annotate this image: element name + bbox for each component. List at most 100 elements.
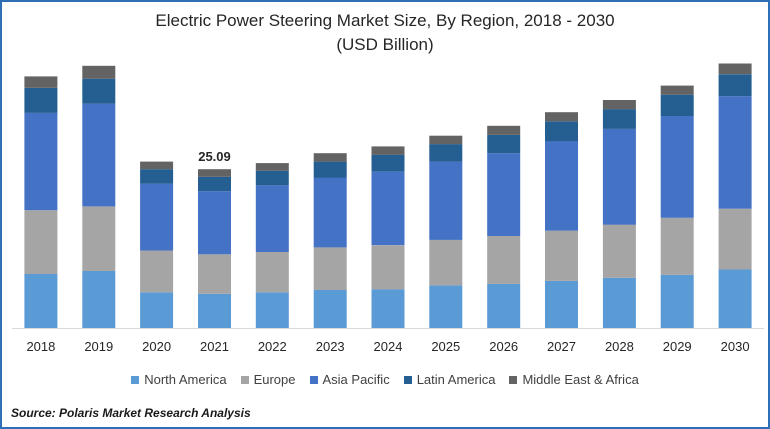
bar-segment-2025-asia-pacific: [429, 161, 463, 240]
bar-segment-2020-north-america: [140, 292, 174, 328]
bar-segment-2028-north-america: [602, 277, 636, 328]
bar-segment-2025-middle-east-africa: [429, 135, 463, 145]
legend-item-latin-america: Latin America: [403, 372, 496, 387]
bar-segment-2019-north-america: [82, 271, 116, 328]
chart-title: Electric Power Steering Market Size, By …: [155, 11, 615, 30]
bar-segment-2030-latin-america: [718, 74, 752, 97]
legend-label-europe: Europe: [253, 372, 296, 387]
bar-segment-2018-middle-east-africa: [24, 76, 58, 88]
bar-segment-2019-europe: [82, 206, 116, 271]
bar-segment-2027-latin-america: [545, 121, 578, 142]
x-tick-label-2018: 2018: [26, 339, 55, 354]
bar-segment-2020-middle-east-africa: [140, 161, 174, 170]
bar-segment-2026-europe: [487, 236, 521, 284]
bar-segment-2024-middle-east-africa: [371, 146, 405, 155]
bar-segment-2024-latin-america: [371, 154, 405, 172]
chart-legend: North America Europe Asia Pacific Latin Ame…: [2, 372, 768, 387]
bar-segment-2029-north-america: [660, 274, 694, 328]
bar-segment-2022-europe: [255, 252, 289, 293]
bar-segment-2024-europe: [371, 245, 405, 290]
legend-label-asia-pacific: Asia Pacific: [322, 372, 390, 387]
bar-segment-2027-europe: [545, 230, 578, 281]
bar-segment-2019-middle-east-africa: [82, 65, 116, 79]
bar-segment-2027-north-america: [545, 280, 578, 328]
bar-segment-2027-asia-pacific: [545, 141, 578, 231]
bar-segment-2021-latin-america: [198, 176, 231, 192]
source-note: Source: Polaris Market Research Analysis: [11, 406, 251, 420]
bar-segment-2020-asia-pacific: [140, 183, 174, 251]
legend-item-asia-pacific: Asia Pacific: [309, 372, 390, 387]
bar-segment-2028-middle-east-africa: [602, 100, 636, 110]
bar-segment-2022-middle-east-africa: [255, 163, 289, 171]
bar-segment-2030-north-america: [718, 269, 752, 328]
bar-segment-2030-europe: [718, 208, 752, 270]
chart-subtitle: (USD Billion): [336, 35, 434, 54]
bar-segment-2025-north-america: [429, 285, 463, 328]
bar-segment-2022-north-america: [255, 292, 289, 328]
bar-segment-2018-latin-america: [24, 87, 58, 113]
legend-label-middle-east-africa: Middle East & Africa: [522, 372, 639, 387]
bar-segment-2023-latin-america: [313, 161, 347, 178]
x-tick-label-2026: 2026: [489, 339, 518, 354]
x-tick-label-2022: 2022: [258, 339, 287, 354]
bar-segment-2020-latin-america: [140, 169, 174, 184]
bar-segment-2022-asia-pacific: [255, 185, 289, 252]
x-tick-label-2023: 2023: [316, 339, 345, 354]
bar-segment-2024-asia-pacific: [371, 171, 405, 246]
x-tick-label-2030: 2030: [721, 339, 750, 354]
x-tick-label-2028: 2028: [605, 339, 634, 354]
bar-segment-2029-europe: [660, 217, 694, 275]
bar-segment-2020-europe: [140, 250, 174, 293]
bar-segment-2025-latin-america: [429, 144, 463, 162]
bar-segment-2023-asia-pacific: [313, 177, 347, 248]
legend-label-latin-america: Latin America: [416, 372, 496, 387]
bar-segment-2023-north-america: [313, 290, 347, 328]
bar-segment-2018-asia-pacific: [24, 112, 58, 211]
bar-segment-2019-asia-pacific: [82, 103, 116, 207]
bar-segment-2021-europe: [198, 254, 231, 294]
bar-segment-2030-asia-pacific: [718, 96, 752, 209]
bar-segment-2018-north-america: [24, 274, 58, 328]
bar-segment-2026-asia-pacific: [487, 153, 521, 236]
bar-segment-2024-north-america: [371, 289, 405, 328]
legend-label-north-america: North America: [144, 372, 227, 387]
bar-segment-2029-asia-pacific: [660, 116, 694, 218]
legend-swatch-north-america: [131, 375, 140, 384]
bar-segment-2021-middle-east-africa: [198, 169, 231, 177]
bar-segment-2019-latin-america: [82, 78, 116, 104]
x-tick-label-2027: 2027: [547, 339, 576, 354]
bar-segment-2029-middle-east-africa: [660, 85, 694, 95]
bar-segment-2026-latin-america: [487, 135, 521, 154]
bar-segment-2026-north-america: [487, 283, 521, 328]
bar-segment-2021-asia-pacific: [198, 191, 231, 255]
x-tick-label-2021: 2021: [200, 339, 229, 354]
bar-segment-2025-europe: [429, 239, 463, 286]
data-label-2021: 25.09: [198, 149, 231, 164]
bar-segment-2026-middle-east-africa: [487, 125, 521, 135]
x-tick-label-2029: 2029: [663, 339, 692, 354]
legend-swatch-europe: [240, 375, 249, 384]
legend-swatch-asia-pacific: [309, 375, 318, 384]
bar-segment-2029-latin-america: [660, 94, 694, 116]
x-tick-label-2024: 2024: [374, 339, 403, 354]
x-tick-label-2019: 2019: [84, 339, 113, 354]
bar-segment-2028-asia-pacific: [602, 128, 636, 225]
bar-segment-2028-latin-america: [602, 109, 636, 129]
legend-swatch-latin-america: [403, 375, 412, 384]
bar-segment-2021-north-america: [198, 293, 231, 328]
bar-segment-2018-europe: [24, 210, 58, 274]
bar-segment-2028-europe: [602, 224, 636, 278]
bar-segment-2023-middle-east-africa: [313, 153, 347, 162]
bar-segment-2023-europe: [313, 247, 347, 290]
legend-item-europe: Europe: [240, 372, 296, 387]
bar-segment-2030-middle-east-africa: [718, 63, 752, 75]
x-tick-label-2025: 2025: [431, 339, 460, 354]
legend-swatch-middle-east-africa: [509, 375, 518, 384]
bar-segment-2022-latin-america: [255, 170, 289, 186]
legend-item-north-america: North America: [131, 372, 227, 387]
x-tick-label-2020: 2020: [142, 339, 171, 354]
bar-segment-2027-middle-east-africa: [545, 112, 578, 122]
legend-item-middle-east-africa: Middle East & Africa: [509, 372, 639, 387]
